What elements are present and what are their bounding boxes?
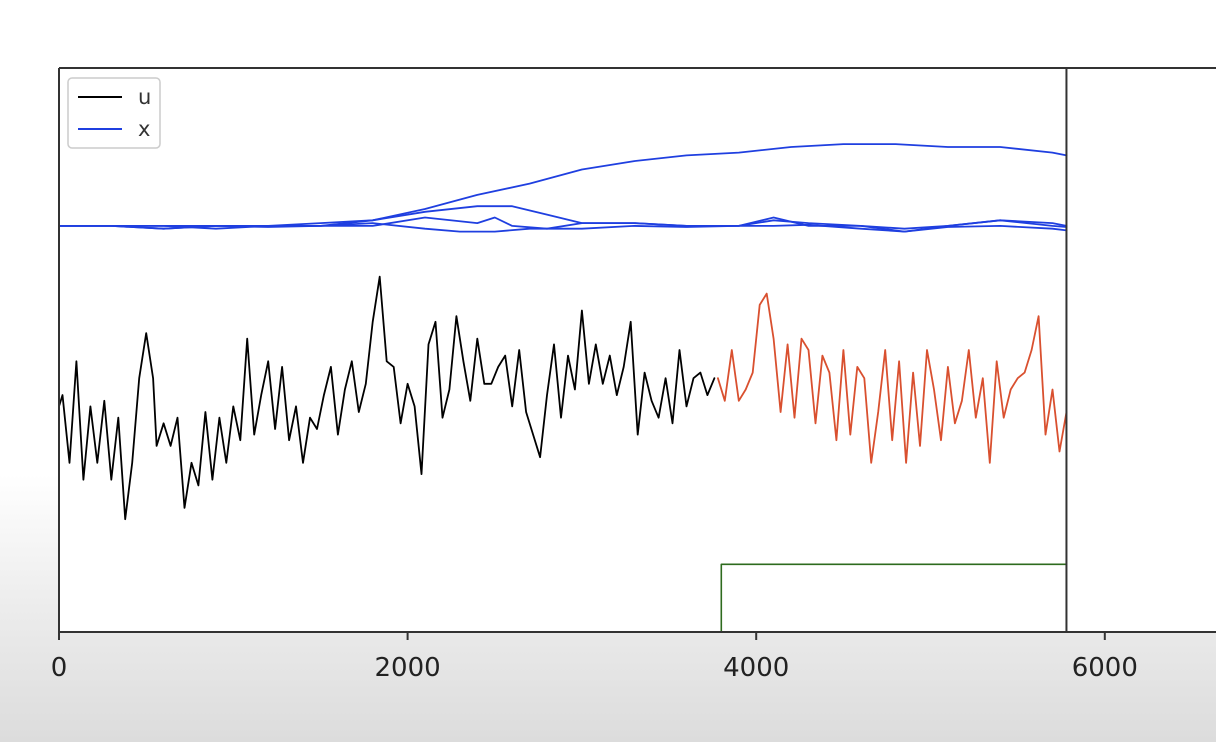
x-line-4 [58,222,1068,233]
plot-area [58,68,1216,633]
legend-label-u: u [138,85,151,109]
legend-box [67,77,161,149]
u-overlay-line [717,292,1068,464]
plot-background [59,68,1216,632]
x-tick-label: 0 [51,653,68,683]
u-line [58,275,716,521]
axes-layer: 0 2000 4000 6000 [51,67,1216,683]
legend-label-x: x [138,117,150,141]
x-tick-label: 2000 [375,653,441,683]
x-tick-label: 4000 [723,653,789,683]
legend: ux [67,77,161,149]
step-line [720,563,1068,633]
x-tick-label: 6000 [1072,653,1138,683]
